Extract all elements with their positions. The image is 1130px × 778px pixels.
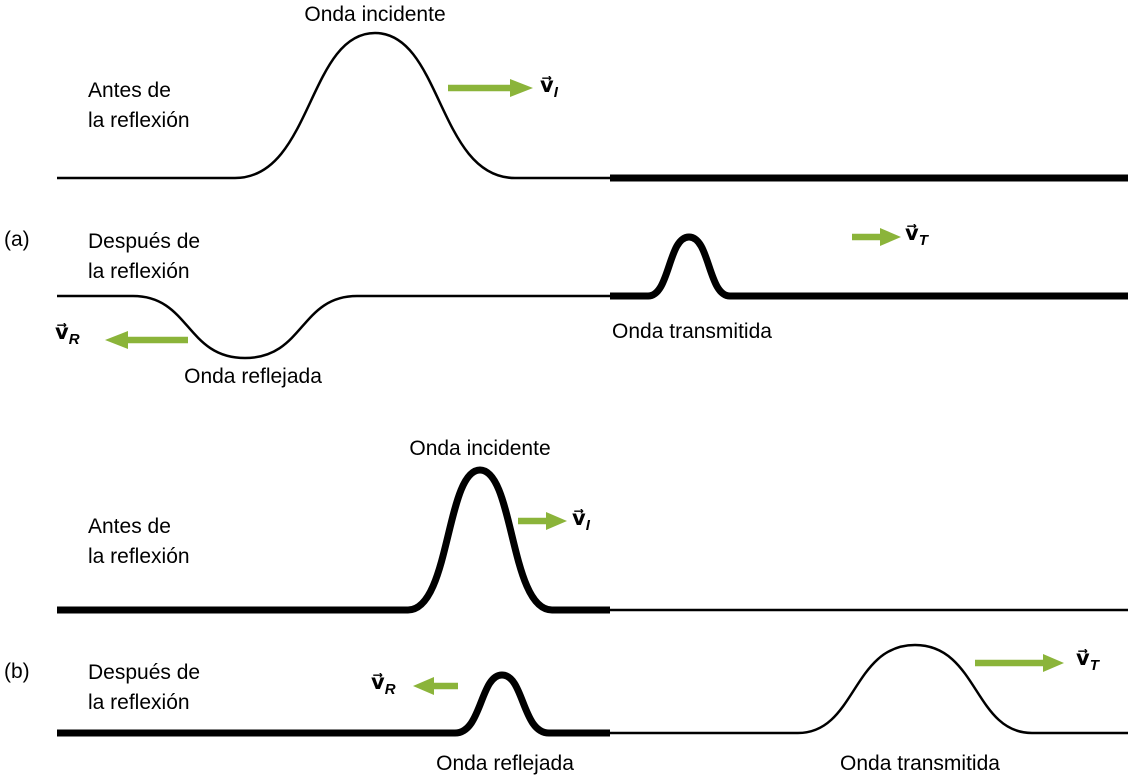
- vector-subscript: I: [553, 84, 558, 102]
- left-arrowhead-icon: [105, 331, 128, 349]
- reflected-wave-label-a: Onda reflejada: [184, 365, 322, 388]
- velocity-label-incident-b: v⃗I: [572, 506, 590, 534]
- velocity-label-transmitted-a: v⃗T: [905, 221, 928, 249]
- incident-wave-label-b: Onda incidente: [409, 437, 551, 460]
- before-reflection-caption-b: Antes de la reflexión: [88, 515, 190, 569]
- transmitted-wave-label-b: Onda transmitida: [840, 752, 1000, 775]
- right-arrowhead-icon: [1043, 654, 1064, 672]
- right-arrowhead-icon: [880, 228, 901, 246]
- vector-symbol: v⃗: [55, 321, 69, 344]
- vector-subscript: T: [1089, 657, 1099, 675]
- vector-symbol: v⃗: [371, 671, 385, 694]
- velocity-arrow-incident-a: [448, 79, 533, 97]
- after-reflection-caption-b: Después de la reflexión: [88, 661, 201, 715]
- vector-symbol: v⃗: [540, 74, 554, 97]
- before-reflection-caption-a: Antes de la reflexión: [88, 79, 190, 133]
- heavy-string-reflected-pulse-b: [57, 671, 610, 737]
- light-string-transmitted-pulse-b: [610, 643, 1128, 735]
- velocity-arrow-incident-b: [518, 512, 567, 530]
- panel-tag-a: (a): [4, 228, 30, 251]
- panel-tag-b: (b): [4, 660, 30, 683]
- incident-wave-label-a: Onda incidente: [304, 3, 446, 26]
- heavy-string-transmitted-pulse-a: [610, 233, 1128, 300]
- vector-symbol: v⃗: [1076, 647, 1090, 670]
- velocity-arrow-reflected-a: [105, 331, 188, 349]
- velocity-label-transmitted-b: v⃗T: [1076, 646, 1099, 674]
- vector-symbol: v⃗: [572, 507, 586, 530]
- transmitted-wave-label-a: Onda transmitida: [612, 320, 772, 343]
- velocity-arrow-transmitted-b: [975, 654, 1064, 672]
- velocity-arrow-transmitted-a: [852, 228, 901, 246]
- vector-subscript: I: [585, 517, 590, 535]
- velocity-label-incident-a: v⃗I: [540, 73, 558, 101]
- vector-subscript: R: [68, 331, 80, 349]
- left-arrowhead-icon: [413, 677, 434, 695]
- reflected-wave-label-b: Onda reflejada: [436, 752, 574, 775]
- right-arrowhead-icon: [546, 512, 567, 530]
- after-reflection-caption-a: Después de la reflexión: [88, 230, 201, 284]
- vector-subscript: T: [918, 232, 928, 250]
- right-arrowhead-icon: [510, 79, 533, 97]
- velocity-label-reflected-b: v⃗R: [371, 670, 396, 698]
- velocity-arrow-reflected-b: [413, 677, 458, 695]
- light-string-reflected-pulse-a: [57, 294, 610, 360]
- vector-symbol: v⃗: [905, 222, 919, 245]
- velocity-label-reflected-a: v⃗R: [55, 320, 80, 348]
- light-string-incident-pulse-a: [57, 31, 610, 180]
- heavy-string-incident-pulse-b: [57, 466, 610, 614]
- vector-subscript: R: [384, 681, 396, 699]
